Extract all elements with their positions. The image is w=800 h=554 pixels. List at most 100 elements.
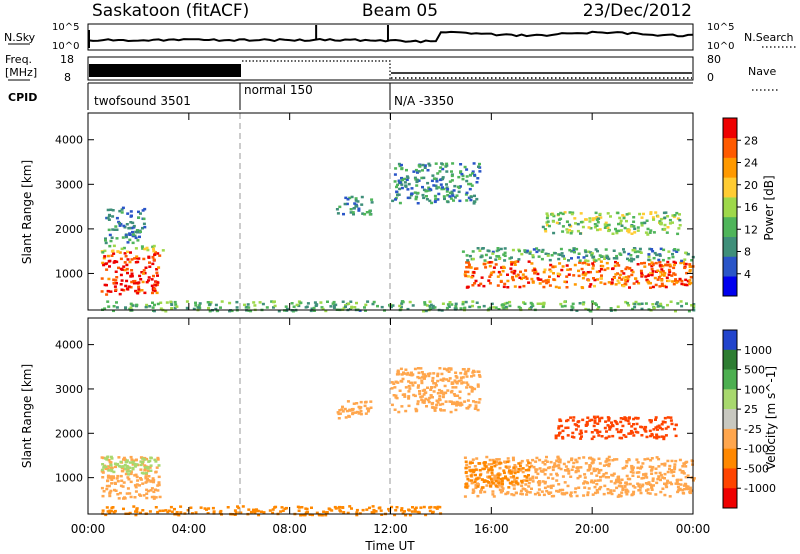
power-cell [428, 305, 432, 308]
velocity-cell [114, 465, 117, 469]
power-cell [129, 286, 133, 289]
velocity-cell [336, 411, 340, 414]
velocity-cell [407, 390, 411, 393]
velocity-cell [596, 431, 600, 434]
power-cell [265, 306, 269, 309]
velocity-cell [604, 420, 608, 423]
velocity-cell [681, 471, 685, 474]
power-cell [593, 223, 597, 226]
velocity-cell [551, 477, 555, 480]
velocity-cell [513, 471, 517, 475]
velocity-cell [581, 418, 585, 422]
power-cell [492, 306, 496, 309]
power-cell [591, 300, 594, 303]
power-cell [495, 255, 499, 258]
velocity-cell [493, 464, 497, 468]
power-cell [136, 239, 140, 242]
velocity-cell [590, 479, 594, 482]
power-cell [596, 278, 600, 281]
velocity-cell [324, 513, 328, 517]
power-cell [426, 181, 430, 185]
velocity-cell [466, 369, 470, 373]
velocity-colorbar-swatch [723, 330, 737, 351]
velocity-cell [527, 481, 531, 485]
power-cell [475, 267, 479, 270]
power-cell [124, 255, 128, 258]
velocity-cell [404, 386, 408, 389]
power-cell [431, 304, 435, 308]
velocity-cell [359, 406, 363, 409]
power-cell [541, 248, 545, 252]
power-cell [589, 283, 593, 286]
power-cell [546, 254, 550, 257]
velocity-cell [437, 397, 441, 401]
noise-left-tick-top: 10^5 [52, 22, 79, 33]
power-cell [606, 212, 610, 215]
velocity-cell [421, 373, 425, 376]
velocity-colorbar-swatch [723, 488, 737, 509]
power-cell [433, 194, 437, 198]
velocity-cell [337, 506, 341, 509]
power-cell [152, 249, 156, 253]
velocity-cell [607, 455, 611, 459]
power-cell [583, 273, 587, 277]
velocity-cell [105, 458, 109, 461]
velocity-cell [109, 466, 113, 470]
power-cell [666, 303, 669, 307]
velocity-cell [544, 468, 548, 472]
velocity-cell [561, 488, 565, 492]
velocity-cell [673, 427, 677, 431]
power-cell [622, 216, 626, 220]
velocity-cell [669, 419, 673, 422]
velocity-cell [494, 480, 498, 483]
power-cell [466, 270, 470, 274]
velocity-cell [112, 475, 115, 478]
power-cell [503, 259, 507, 262]
velocity-cell [480, 488, 483, 491]
velocity-cell [474, 484, 478, 487]
power-cell [115, 260, 119, 264]
power-cell [623, 282, 627, 286]
power-cell [466, 259, 470, 262]
velocity-cell [656, 425, 660, 428]
power-cell [161, 249, 165, 252]
velocity-cell [116, 493, 120, 496]
velocity-cell [189, 506, 193, 509]
velocity-cell [154, 506, 158, 509]
velocity-cell [597, 434, 601, 437]
velocity-cell [154, 496, 158, 499]
velocity-cell [110, 482, 114, 485]
velocity-cell [249, 510, 253, 514]
velocity-cell [617, 477, 620, 481]
velocity-colorbar-swatch [723, 468, 737, 489]
power-cell [351, 211, 355, 214]
power-cell [692, 306, 696, 309]
velocity-cell [438, 403, 442, 406]
velocity-cell [134, 485, 138, 489]
velocity-echo-region [463, 455, 696, 498]
power-colorbar-swatch [723, 177, 737, 198]
power-cell [599, 268, 603, 271]
velocity-cell [110, 506, 114, 510]
power-cell [459, 307, 463, 310]
velocity-cell [511, 483, 515, 487]
velocity-cell [465, 375, 469, 378]
velocity-cell [109, 461, 113, 464]
velocity-echo-region [464, 460, 532, 489]
power-cell [632, 258, 636, 261]
velocity-cell [403, 395, 407, 398]
y-tick-label: 1000 [55, 472, 83, 485]
velocity-cell [133, 496, 137, 499]
power-cell [597, 306, 601, 309]
power-cell [310, 307, 314, 310]
power-cell [488, 261, 492, 264]
power-cell [370, 198, 374, 201]
velocity-cell [518, 464, 522, 467]
power-cell [111, 215, 115, 218]
power-cell [320, 306, 324, 309]
power-cell [174, 303, 178, 306]
velocity-cell [106, 455, 110, 458]
power-cell [496, 284, 500, 287]
velocity-cell [561, 429, 565, 433]
velocity-cell [630, 465, 634, 468]
